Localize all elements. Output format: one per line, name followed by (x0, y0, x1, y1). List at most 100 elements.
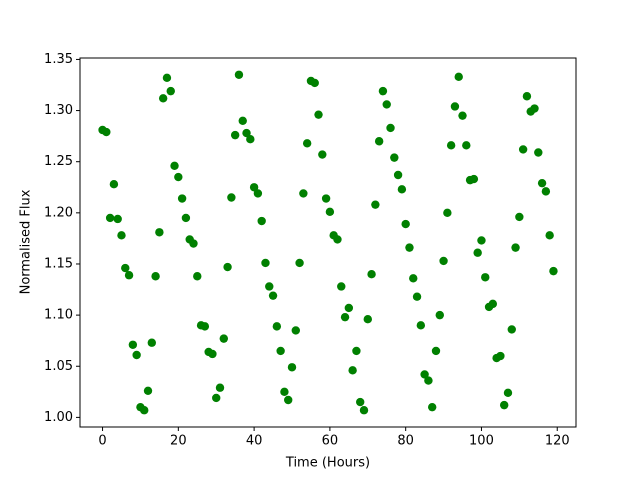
point (488, 299, 498, 309)
point (219, 334, 228, 343)
point (420, 370, 429, 379)
point (208, 349, 217, 359)
point (314, 110, 323, 119)
plot-frame (79, 57, 577, 428)
point (261, 258, 270, 268)
point (359, 406, 369, 415)
point (518, 145, 528, 154)
point (174, 172, 183, 182)
point (356, 397, 365, 407)
point (147, 338, 157, 347)
point (325, 207, 335, 217)
point (276, 346, 285, 356)
point (340, 312, 350, 322)
point (291, 326, 300, 335)
point (390, 153, 399, 162)
point (458, 111, 467, 120)
x-tick-label: 20 (170, 434, 187, 449)
point (522, 92, 532, 101)
point (212, 393, 221, 403)
point (382, 100, 391, 109)
point (321, 194, 331, 203)
point (265, 282, 274, 291)
point (378, 86, 388, 96)
point (443, 208, 452, 218)
point (371, 200, 380, 209)
point (352, 346, 361, 356)
point (227, 193, 236, 202)
point (280, 387, 289, 397)
point (469, 174, 479, 184)
y-tick-label: 1.00 (44, 410, 73, 425)
point (496, 351, 505, 361)
x-tick-label: 120 (545, 434, 570, 449)
point (310, 78, 319, 88)
point (503, 388, 513, 398)
y-tick-label: 1.05 (44, 359, 73, 374)
point (363, 315, 372, 324)
point (124, 271, 134, 280)
point (549, 266, 558, 276)
y-tick-label: 1.15 (44, 256, 73, 271)
point (140, 406, 149, 415)
point (450, 102, 460, 111)
point (234, 70, 244, 79)
point (393, 170, 403, 180)
point (257, 216, 266, 226)
point (515, 212, 524, 222)
point (507, 325, 516, 334)
point (181, 213, 191, 223)
y-tick-label: 1.10 (44, 308, 73, 323)
point (242, 128, 251, 138)
point (462, 141, 471, 150)
point (431, 346, 441, 356)
point (481, 273, 490, 282)
point (132, 350, 141, 360)
point (511, 243, 520, 252)
point (405, 243, 414, 252)
y-tick-label: 1.35 (44, 52, 73, 67)
point (424, 376, 433, 385)
point (113, 214, 122, 224)
point (253, 189, 263, 198)
y-tick-label: 1.20 (44, 205, 73, 220)
point (337, 282, 346, 291)
point (249, 183, 259, 192)
point (193, 272, 202, 281)
point (477, 236, 486, 245)
point (530, 104, 539, 113)
point (318, 150, 327, 159)
point (386, 123, 395, 133)
point (534, 148, 543, 157)
point (295, 258, 304, 268)
point (121, 263, 130, 273)
point (348, 366, 357, 375)
point (105, 213, 115, 223)
point (200, 322, 210, 331)
point (158, 94, 168, 103)
point (537, 178, 547, 188)
x-tick-label: 0 (98, 434, 106, 449)
point (166, 86, 175, 96)
point (435, 310, 444, 320)
point (268, 291, 278, 300)
point (223, 262, 232, 272)
y-tick-label: 1.30 (44, 103, 73, 118)
point (412, 292, 422, 301)
point (416, 321, 426, 330)
point (215, 383, 225, 392)
point (177, 194, 187, 203)
point (287, 363, 297, 372)
point (499, 400, 509, 410)
point (170, 161, 179, 170)
point (374, 137, 384, 146)
point (272, 322, 282, 331)
x-axis-label: Time (Hours) (285, 456, 370, 471)
y-axis-label: Normalised Flux (19, 189, 34, 294)
point (333, 235, 342, 244)
point (155, 228, 164, 237)
x-tick-label: 100 (469, 434, 494, 449)
point (109, 180, 119, 189)
point (117, 231, 126, 240)
point (439, 256, 448, 266)
